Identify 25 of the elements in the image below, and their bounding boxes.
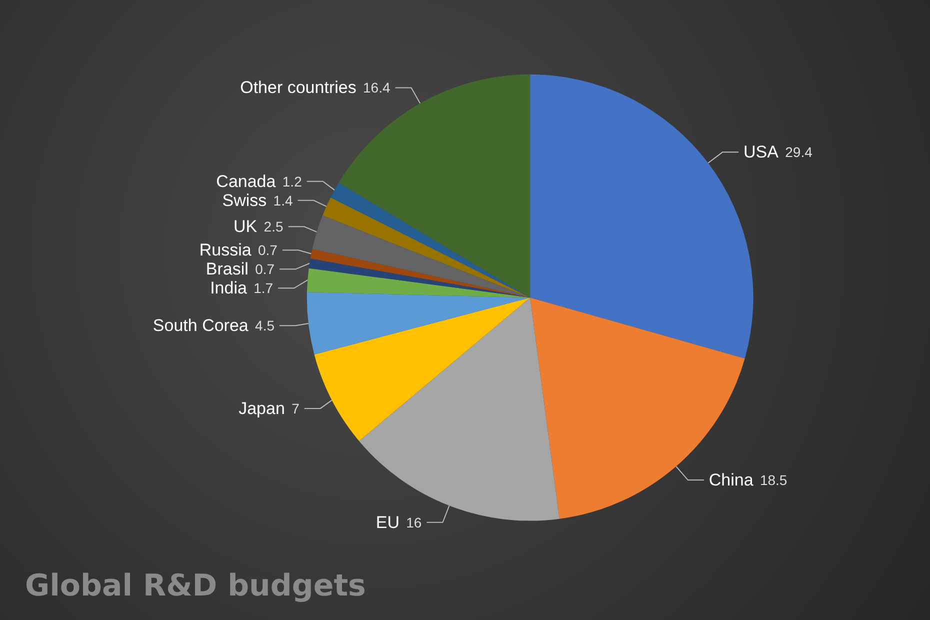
data-label: 1.4 bbox=[273, 192, 293, 208]
data-label: 7 bbox=[292, 400, 300, 416]
slice-label: China bbox=[708, 470, 754, 490]
slice-label: Brasil bbox=[206, 260, 248, 279]
data-label: 0.7 bbox=[258, 242, 278, 258]
slice-label: Japan bbox=[238, 398, 285, 418]
data-label: 16 bbox=[406, 514, 422, 530]
data-label: 1.7 bbox=[254, 280, 274, 296]
data-label: 1.2 bbox=[282, 173, 302, 190]
data-label: 2.5 bbox=[264, 218, 284, 235]
slice-label: India bbox=[210, 278, 248, 298]
slice-label: USA bbox=[744, 142, 780, 162]
data-label: 4.5 bbox=[255, 318, 275, 334]
data-label: 16.4 bbox=[363, 80, 390, 96]
data-label: 0.7 bbox=[255, 261, 275, 278]
text: Global R&D budgets bbox=[25, 568, 366, 604]
data-label: 29.4 bbox=[785, 144, 813, 160]
slice-label: EU bbox=[376, 512, 400, 532]
data-label: 18.5 bbox=[760, 472, 788, 488]
slice-label: UK bbox=[234, 217, 258, 236]
slice-label: Russia bbox=[199, 240, 252, 260]
slice-label: Swiss bbox=[222, 190, 267, 210]
slice-label: Canada bbox=[216, 172, 276, 191]
slice-label: Other countries bbox=[240, 78, 356, 98]
slice-label: South Corea bbox=[152, 316, 249, 336]
